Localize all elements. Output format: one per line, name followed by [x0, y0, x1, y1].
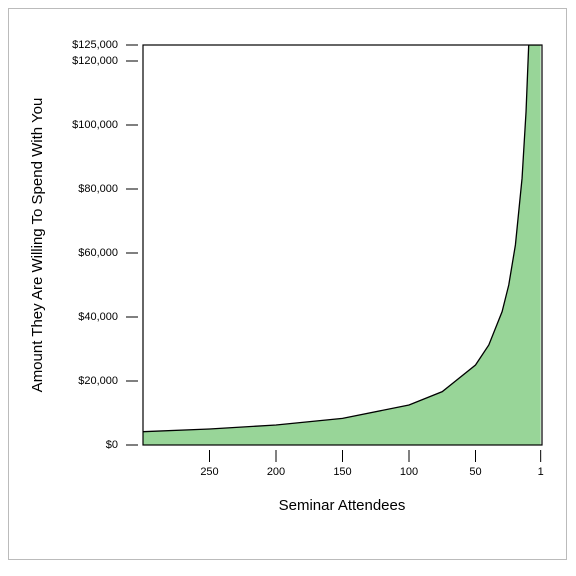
- y-tick-label: $20,000: [78, 375, 118, 387]
- x-axis-title: Seminar Attendees: [279, 497, 406, 514]
- y-tick-label: $60,000: [78, 247, 118, 259]
- x-tick-label: 150: [333, 466, 351, 478]
- y-tick-label: $0: [106, 439, 118, 451]
- x-tick-label: 50: [469, 466, 481, 478]
- x-tick-label: 100: [400, 466, 418, 478]
- x-tick-label: 1: [538, 466, 544, 478]
- y-tick-label: $125,000: [72, 39, 118, 51]
- y-tick-label: $100,000: [72, 119, 118, 131]
- y-tick-label: $120,000: [72, 55, 118, 67]
- plot-frame: [142, 44, 543, 446]
- y-axis-title: Amount They Are Willing To Spend With Yo…: [29, 98, 46, 393]
- line: [143, 45, 541, 433]
- area: [143, 45, 541, 445]
- y-tick-label: $40,000: [78, 311, 118, 323]
- y-tick-label: $80,000: [78, 183, 118, 195]
- frame: [8, 8, 567, 560]
- x-tick-label: 200: [267, 466, 285, 478]
- x-tick-label: 250: [200, 466, 218, 478]
